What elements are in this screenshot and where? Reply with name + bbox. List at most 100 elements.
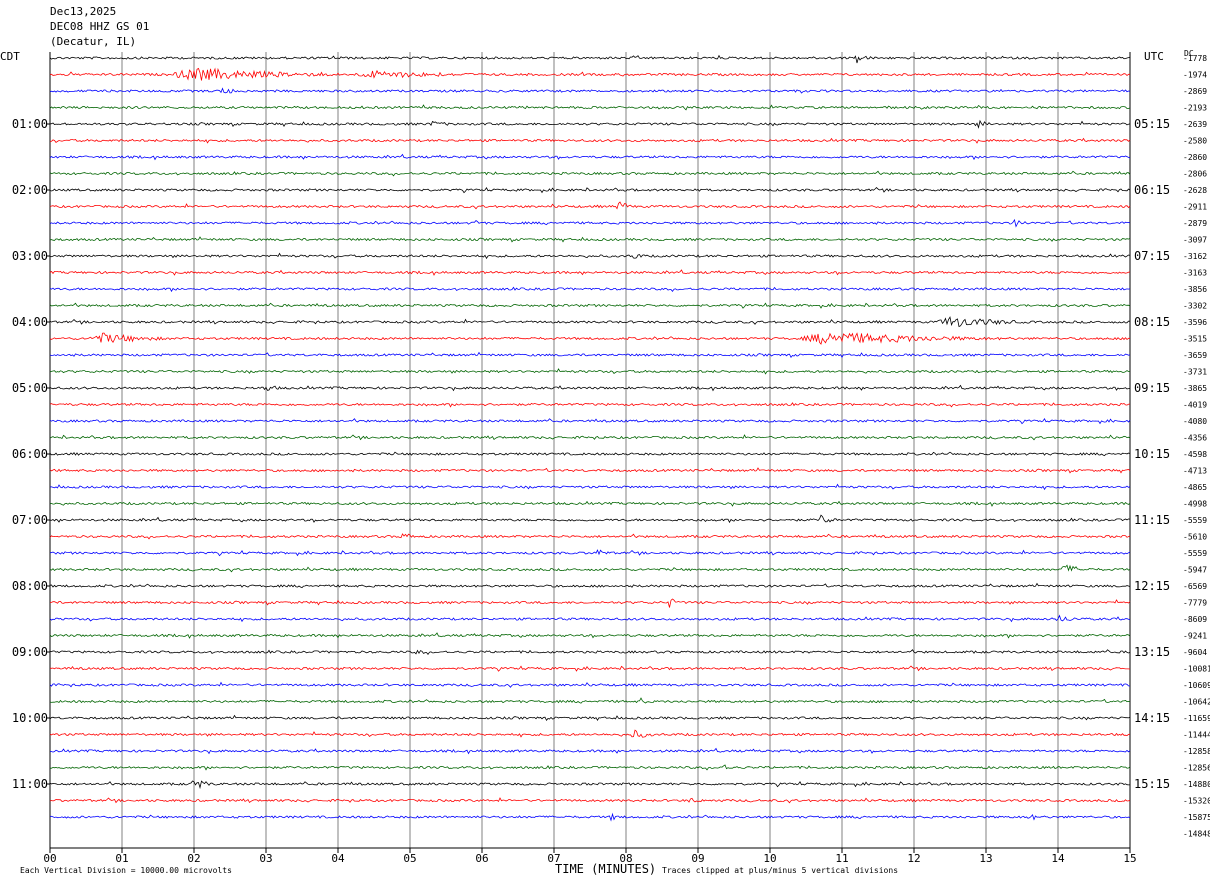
x-tick-label: 14 <box>1051 852 1065 865</box>
dc-offset-label: -3097 <box>1183 236 1207 245</box>
dc-offset-label: -2879 <box>1183 219 1207 228</box>
x-tick-label: 04 <box>331 852 345 865</box>
trace-line <box>49 153 1131 161</box>
dc-offset-label: -4713 <box>1183 467 1207 476</box>
dc-label: DC <box>1184 49 1194 58</box>
dc-offset-label: -5610 <box>1183 533 1207 542</box>
trace-line <box>49 681 1131 688</box>
x-tick-label: 07 <box>547 852 560 865</box>
dc-offset-label: -3659 <box>1183 351 1207 360</box>
trace-line <box>49 252 1131 260</box>
trace-line <box>49 236 1131 243</box>
trace-line <box>49 812 1131 822</box>
trace-line <box>49 201 1131 210</box>
trace-line <box>49 269 1131 276</box>
left-hour-label: 06:00 <box>12 447 48 461</box>
dc-offset-label: -4598 <box>1183 450 1207 459</box>
dc-offset-label: -3856 <box>1183 285 1207 294</box>
dc-offset-label: -14880 <box>1183 780 1210 789</box>
x-tick-label: 01 <box>115 852 128 865</box>
x-tick-label: 10 <box>763 852 776 865</box>
right-timezone-label: UTC <box>1144 50 1164 63</box>
trace-line <box>49 697 1131 704</box>
dc-offset-label: -6569 <box>1183 582 1207 591</box>
trace-line <box>49 533 1131 540</box>
right-hour-label: 15:15 <box>1134 777 1170 791</box>
dc-offset-label: -10081 <box>1183 665 1210 674</box>
x-tick-label: 00 <box>43 852 56 865</box>
dc-offset-label: -15320 <box>1183 797 1210 806</box>
trace-line <box>49 764 1131 771</box>
dc-offset-label: -3731 <box>1183 368 1207 377</box>
label-group: 00 01 02 03 04 05 06 07 08 09 10 11 12 13 14 15 -1778 -19… <box>12 54 1210 865</box>
trace-line <box>49 483 1131 491</box>
x-tick-label: 12 <box>907 852 920 865</box>
right-hour-label: 14:15 <box>1134 711 1170 725</box>
dc-offset-label: -2193 <box>1183 104 1207 113</box>
trace-line <box>49 104 1131 111</box>
trace-line <box>49 54 1131 64</box>
right-hour-label: 11:15 <box>1134 513 1170 527</box>
trace-line <box>49 467 1131 474</box>
header-station: DEC08 HHZ GS 01 <box>50 20 150 33</box>
trace-line <box>49 137 1131 144</box>
right-hour-label: 09:15 <box>1134 381 1170 395</box>
left-hour-label: 08:00 <box>12 579 48 593</box>
trace-line <box>49 351 1131 359</box>
left-hour-label: 09:00 <box>12 645 48 659</box>
dc-offset-label: -2911 <box>1183 203 1207 212</box>
x-tick-label: 11 <box>835 852 848 865</box>
dc-offset-label: -4998 <box>1183 500 1207 509</box>
trace-line <box>49 218 1131 228</box>
trace-line <box>49 632 1131 639</box>
dc-offset-label: -3515 <box>1183 335 1207 344</box>
grid-lines <box>47 52 1131 853</box>
left-hour-label: 04:00 <box>12 315 48 329</box>
left-timezone-label: CDT <box>0 50 20 63</box>
dc-offset-label: -2639 <box>1183 120 1207 129</box>
header-location: (Decatur, IL) <box>50 35 137 48</box>
trace-line <box>49 797 1131 804</box>
dc-offset-label: -5947 <box>1183 566 1207 575</box>
dc-offset-label: -2869 <box>1183 87 1207 96</box>
right-hour-label: 05:15 <box>1134 117 1170 131</box>
trace-line <box>49 119 1131 129</box>
left-hour-label: 10:00 <box>12 711 48 725</box>
trace-line <box>49 170 1131 177</box>
trace-line <box>49 747 1131 755</box>
trace-group <box>49 54 1131 822</box>
left-hour-label: 01:00 <box>12 117 48 131</box>
dc-offset-label: -1778 <box>1183 54 1207 63</box>
left-hour-label: 05:00 <box>12 381 48 395</box>
dc-offset-label: -2806 <box>1183 170 1207 179</box>
trace-line <box>49 302 1131 309</box>
trace-line <box>49 286 1131 293</box>
dc-offset-label: -5559 <box>1183 549 1207 558</box>
trace-line <box>49 780 1130 790</box>
trace-line <box>49 582 1131 589</box>
right-hour-label: 10:15 <box>1134 447 1170 461</box>
trace-line <box>49 549 1131 557</box>
dc-offset-label: -4865 <box>1183 483 1207 492</box>
x-tick-label: 13 <box>979 852 992 865</box>
dc-offset-label: -4019 <box>1183 401 1207 410</box>
dc-offset-label: -11659 <box>1183 714 1210 723</box>
left-hour-label: 07:00 <box>12 513 48 527</box>
trace-line <box>49 332 1130 345</box>
x-tick-label: 02 <box>187 852 200 865</box>
right-hour-label: 12:15 <box>1134 579 1170 593</box>
dc-offset-label: -12858 <box>1183 747 1210 756</box>
dc-offset-label: -10642 <box>1183 698 1210 707</box>
dc-offset-label: -9241 <box>1183 632 1207 641</box>
trace-line <box>49 316 1131 328</box>
trace-line <box>49 729 1131 738</box>
trace-line <box>49 665 1131 672</box>
left-hour-label: 02:00 <box>12 183 48 197</box>
dc-offset-label: -11444 <box>1183 731 1210 740</box>
x-tick-label: 06 <box>475 852 488 865</box>
trace-line <box>49 500 1131 507</box>
left-hour-label: 03:00 <box>12 249 48 263</box>
trace-line <box>49 564 1131 573</box>
dc-offset-label: -3302 <box>1183 302 1207 311</box>
dc-offset-label: -9604 <box>1183 648 1207 657</box>
